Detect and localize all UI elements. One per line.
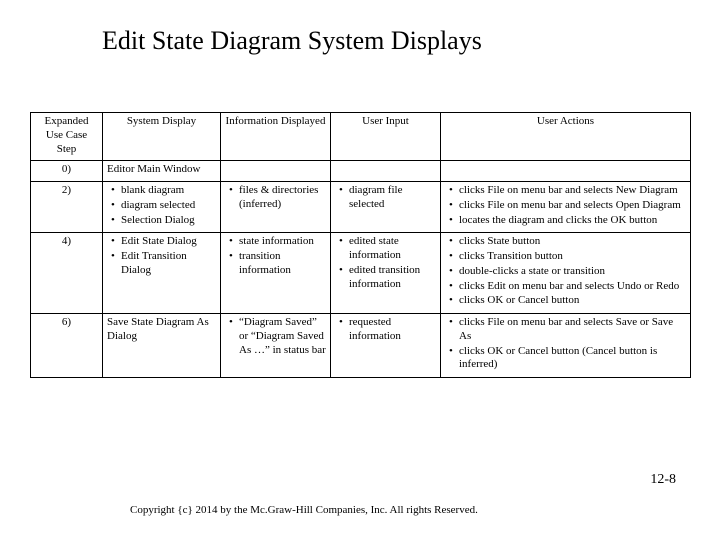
list-item: clicks Transition button	[447, 250, 686, 264]
list-item: locates the diagram and clicks the OK bu…	[447, 214, 686, 228]
displays-table-container: Expanded Use Case Step System Display In…	[30, 112, 690, 378]
cell-step: 2)	[31, 182, 103, 233]
list-item: edited transition information	[337, 264, 436, 292]
cell-info-displayed	[221, 161, 331, 182]
table-header-row: Expanded Use Case Step System Display In…	[31, 113, 691, 161]
list-item: edited state information	[337, 235, 436, 263]
page-number: 12-8	[650, 472, 676, 488]
cell-system-display: Edit State DialogEdit Transition Dialog	[103, 233, 221, 314]
cell-user-actions	[441, 161, 691, 182]
displays-table: Expanded Use Case Step System Display In…	[30, 112, 691, 378]
cell-user-input: requested information	[331, 314, 441, 378]
cell-system-display: Editor Main Window	[103, 161, 221, 182]
list-item: diagram file selected	[337, 184, 436, 212]
cell-info-displayed: state informationtransition information	[221, 233, 331, 314]
cell-user-input: diagram file selected	[331, 182, 441, 233]
list-item: clicks File on menu bar and selects New …	[447, 184, 686, 198]
copyright-line: Copyright {c} 2014 by the Mc.Graw-Hill C…	[130, 504, 478, 516]
cell-system-display: blank diagramdiagram selectedSelection D…	[103, 182, 221, 233]
cell-step: 0)	[31, 161, 103, 182]
list-item: diagram selected	[109, 199, 216, 213]
list-item: transition information	[227, 250, 326, 278]
list-item: state information	[227, 235, 326, 249]
cell-user-actions: clicks File on menu bar and selects New …	[441, 182, 691, 233]
bullet-list: diagram file selected	[335, 184, 436, 212]
bullet-list: Edit State DialogEdit Transition Dialog	[107, 235, 216, 277]
list-item: Selection Dialog	[109, 214, 216, 228]
table-row: 6)Save State Diagram As Dialog“Diagram S…	[31, 314, 691, 378]
list-item: requested information	[337, 316, 436, 344]
list-item: clicks OK or Cancel button (Cancel butto…	[447, 345, 686, 373]
page-title: Edit State Diagram System Displays	[102, 26, 482, 56]
cell-user-actions: clicks State buttonclicks Transition but…	[441, 233, 691, 314]
list-item: double-clicks a state or transition	[447, 265, 686, 279]
list-item: clicks State button	[447, 235, 686, 249]
cell-info-displayed: files & directories (inferred)	[221, 182, 331, 233]
bullet-list: blank diagramdiagram selectedSelection D…	[107, 184, 216, 227]
list-item: clicks OK or Cancel button	[447, 294, 686, 308]
col-header-info-displayed: Information Displayed	[221, 113, 331, 161]
list-item: Edit Transition Dialog	[109, 250, 216, 278]
bullet-list: edited state informationedited transitio…	[335, 235, 436, 291]
list-item: clicks File on menu bar and selects Open…	[447, 199, 686, 213]
cell-user-actions: clicks File on menu bar and selects Save…	[441, 314, 691, 378]
bullet-list: requested information	[335, 316, 436, 344]
table-row: 0)Editor Main Window	[31, 161, 691, 182]
cell-user-input: edited state informationedited transitio…	[331, 233, 441, 314]
bullet-list: clicks File on menu bar and selects New …	[445, 184, 686, 227]
cell-step: 6)	[31, 314, 103, 378]
col-header-user-input: User Input	[331, 113, 441, 161]
cell-step: 4)	[31, 233, 103, 314]
cell-info-displayed: “Diagram Saved” or “Diagram Saved As …” …	[221, 314, 331, 378]
bullet-list: files & directories (inferred)	[225, 184, 326, 212]
list-item: files & directories (inferred)	[227, 184, 326, 212]
table-row: 2)blank diagramdiagram selectedSelection…	[31, 182, 691, 233]
list-item: blank diagram	[109, 184, 216, 198]
col-header-system-display: System Display	[103, 113, 221, 161]
table-row: 4)Edit State DialogEdit Transition Dialo…	[31, 233, 691, 314]
col-header-step: Expanded Use Case Step	[31, 113, 103, 161]
col-header-user-actions: User Actions	[441, 113, 691, 161]
cell-user-input	[331, 161, 441, 182]
list-item: clicks File on menu bar and selects Save…	[447, 316, 686, 344]
bullet-list: clicks File on menu bar and selects Save…	[445, 316, 686, 372]
bullet-list: state informationtransition information	[225, 235, 326, 277]
bullet-list: clicks State buttonclicks Transition but…	[445, 235, 686, 308]
list-item: clicks Edit on menu bar and selects Undo…	[447, 280, 686, 294]
bullet-list: “Diagram Saved” or “Diagram Saved As …” …	[225, 316, 326, 357]
cell-system-display: Save State Diagram As Dialog	[103, 314, 221, 378]
list-item: “Diagram Saved” or “Diagram Saved As …” …	[227, 316, 326, 357]
table-body: 0)Editor Main Window2)blank diagramdiagr…	[31, 161, 691, 378]
list-item: Edit State Dialog	[109, 235, 216, 249]
